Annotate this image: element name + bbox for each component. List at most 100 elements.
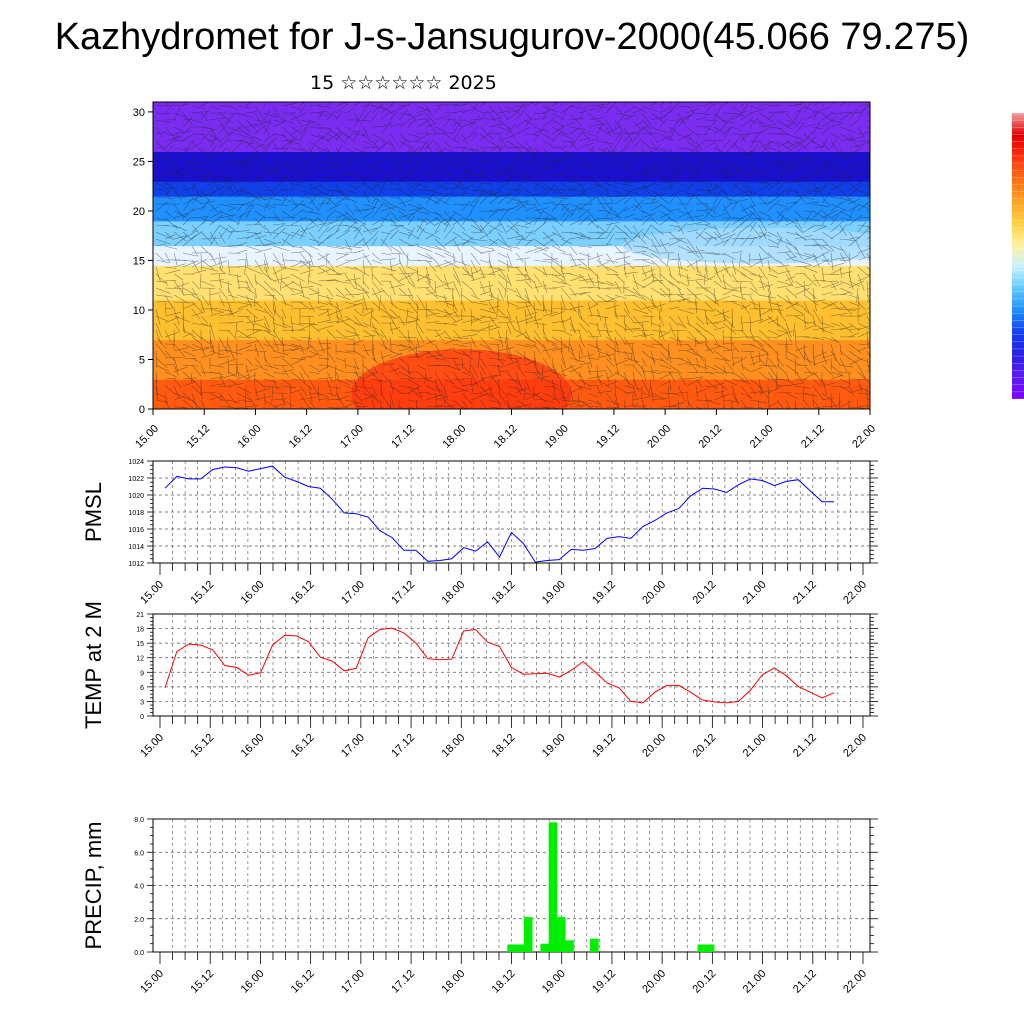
- wind-barb: [200, 391, 219, 394]
- wind-barb: [272, 336, 279, 352]
- wind-barb: [830, 301, 841, 311]
- wind-barb: [605, 222, 620, 226]
- wind-barb: [245, 123, 258, 128]
- wind-barb: [263, 122, 271, 135]
- wind-barb: [803, 210, 815, 212]
- wind-barb: [425, 196, 441, 205]
- wind-barb: [506, 301, 519, 307]
- wind-barb: [587, 357, 599, 360]
- wind-barb: [362, 104, 375, 107]
- wind-barb: [461, 147, 474, 151]
- wind-barb: [344, 217, 359, 225]
- wind-barb: [758, 144, 771, 156]
- wind-barb: [191, 343, 203, 350]
- wind-barb: [758, 378, 763, 396]
- wind-barb: [569, 350, 579, 363]
- wind-barb: [344, 245, 362, 248]
- wind-barb: [299, 285, 314, 289]
- wind-barb: [434, 329, 444, 342]
- wind-barb: [326, 294, 333, 306]
- wind-barb: [533, 207, 549, 212]
- wind-barb: [596, 147, 607, 153]
- wind-barb: [524, 133, 539, 136]
- wind-barb: [821, 154, 830, 169]
- chart-title: Kazhydromet for J-s-Jansugurov-2000(45.0…: [54, 16, 970, 58]
- wind-barb: [839, 151, 853, 163]
- wind-barb: [767, 112, 776, 121]
- wind-barb: [758, 357, 767, 367]
- wind-barb: [623, 266, 627, 278]
- wind-barb: [425, 123, 437, 128]
- wind-barb: [668, 147, 678, 160]
- wind-barb: [434, 385, 444, 393]
- wind-barb: [209, 322, 216, 340]
- wind-barb: [371, 329, 385, 338]
- wind-barb: [713, 224, 721, 237]
- wind-barb: [776, 189, 787, 198]
- wind-barb: [461, 371, 473, 377]
- wind-barb: [605, 329, 612, 340]
- wind-barb: [389, 245, 401, 253]
- wind-barb: [218, 119, 229, 135]
- wind-barb: [164, 301, 166, 315]
- wind-barb: [434, 273, 444, 284]
- wind-barb: [740, 371, 749, 382]
- wind-barb: [326, 280, 339, 282]
- wind-barb: [452, 280, 461, 298]
- wind-barb: [821, 301, 838, 310]
- wind-barb: [749, 343, 766, 352]
- wind-barb: [254, 350, 268, 352]
- wind-barb: [515, 273, 527, 276]
- wind-barb: [398, 133, 410, 143]
- wind-barb: [380, 217, 398, 224]
- wind-barb: [434, 147, 450, 159]
- wind-barb: [371, 182, 387, 191]
- wind-barb: [632, 108, 644, 114]
- wind-barb: [182, 207, 196, 219]
- wind-barb: [641, 210, 653, 217]
- wind-barb: [380, 110, 391, 121]
- wind-barb: [830, 133, 842, 139]
- wind-barb: [740, 329, 750, 340]
- wind-barb: [560, 364, 566, 379]
- wind-barb: [415, 343, 418, 358]
- wind-barb: [839, 259, 851, 262]
- wind-barb: [182, 198, 193, 212]
- wind-barb: [317, 319, 331, 324]
- wind-barb: [335, 131, 344, 142]
- wind-barb: [506, 156, 519, 170]
- wind-barb: [245, 245, 261, 251]
- wind-barb: [758, 399, 760, 409]
- wind-barb: [308, 196, 320, 212]
- wind-barb: [227, 363, 245, 366]
- wind-barb: [659, 108, 673, 121]
- wind-barb: [272, 177, 284, 184]
- wind-barb: [452, 203, 464, 206]
- wind-barb: [506, 224, 519, 234]
- wind-barb: [353, 315, 363, 326]
- wind-barb: [578, 137, 590, 142]
- wind-barb: [686, 163, 699, 170]
- wind-barb: [389, 280, 396, 296]
- wind-barb: [209, 187, 220, 198]
- wind-barb: [389, 102, 395, 107]
- wind-barb: [551, 343, 564, 353]
- wind-barb: [704, 385, 719, 388]
- x-tick-label: 21.00: [741, 968, 769, 996]
- wind-barb: [839, 308, 856, 311]
- wind-barb: [344, 259, 356, 261]
- wind-barb: [632, 228, 644, 240]
- wind-barb: [542, 215, 549, 226]
- wind-barb: [290, 287, 304, 293]
- wind-barb: [344, 238, 352, 252]
- wind-barb: [263, 252, 270, 270]
- wind-barb: [227, 175, 237, 190]
- wind-barb: [524, 231, 536, 234]
- wind-barb: [821, 273, 840, 275]
- wind-barb: [155, 126, 164, 138]
- wind-barb: [641, 150, 653, 156]
- wind-barb: [758, 140, 770, 153]
- wind-barb: [803, 357, 817, 365]
- wind-barb: [785, 180, 801, 184]
- wind-barb: [677, 371, 686, 386]
